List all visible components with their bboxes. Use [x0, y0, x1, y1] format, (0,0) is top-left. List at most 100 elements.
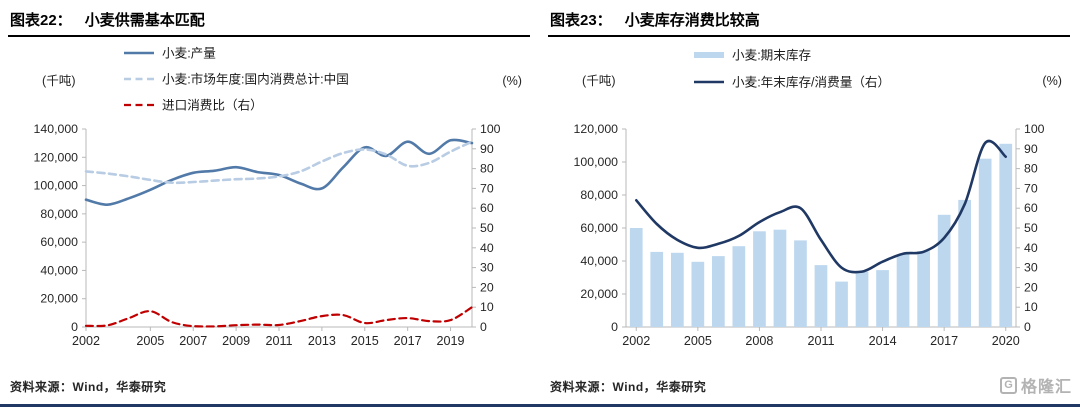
y-axis-left-label: 100,000 — [34, 179, 79, 193]
series-production — [84, 138, 474, 207]
y-axis-right-label: 80 — [1024, 162, 1038, 176]
y-axis-right-label: 10 — [1024, 300, 1038, 314]
left-axis-unit-label: (千吨) — [582, 74, 616, 88]
series-domestic-consumption — [84, 140, 474, 185]
bar — [896, 254, 910, 327]
bar — [978, 158, 992, 327]
y-axis-left-label: 40,000 — [580, 254, 618, 268]
y-axis-left-label: 40,000 — [40, 263, 78, 277]
y-axis-right-label: 100 — [480, 122, 501, 136]
y-axis-right-label: 100 — [1024, 122, 1045, 136]
x-axis-label: 2002 — [72, 334, 100, 348]
left-axis-unit-label: (千吨) — [42, 74, 76, 88]
x-axis-label: 2011 — [807, 334, 834, 348]
y-axis-left-label: 80,000 — [40, 207, 78, 221]
y-axis-left-label: 60,000 — [40, 235, 78, 249]
y-axis-right-label: 50 — [1024, 221, 1038, 235]
figure-number: 图表22： — [10, 12, 72, 29]
legend-label-import-consumption-ratio: 进口消费比（右） — [162, 99, 263, 113]
x-axis-label: 2017 — [930, 334, 958, 348]
source-note: 资料来源：Wind，华泰研究 — [550, 380, 707, 394]
x-axis-label: 2005 — [684, 334, 712, 348]
x-axis-label: 2007 — [179, 334, 207, 348]
y-axis-right-label: 70 — [480, 181, 494, 195]
x-axis-label: 2019 — [437, 334, 465, 348]
y-axis-left-label: 20,000 — [40, 292, 78, 306]
y-axis-right-label: 0 — [1024, 320, 1031, 334]
bar — [794, 240, 807, 327]
x-axis-label: 2011 — [265, 334, 292, 348]
y-axis-left-label: 60,000 — [580, 221, 618, 235]
bar — [753, 231, 766, 327]
legend-label-domestic-consumption: 小麦:市场年度:国内消费总计:中国 — [162, 72, 349, 87]
source-note: 资料来源：Wind，华泰研究 — [10, 380, 167, 394]
bar — [629, 228, 643, 327]
x-axis-label: 2015 — [351, 334, 379, 348]
y-axis-left-label: 0 — [71, 320, 78, 334]
x-axis-label: 2009 — [222, 334, 250, 348]
x-axis-label: 2013 — [308, 334, 336, 348]
gelonghui-logo-text: 格隆汇 — [1020, 379, 1072, 396]
gelonghui-logo-icon: G — [999, 376, 1017, 394]
y-axis-left-label: 140,000 — [34, 122, 79, 136]
legend-label-stock-consumption-ratio: 小麦:年末库存/消费量（右） — [732, 75, 890, 90]
bar — [999, 143, 1013, 327]
y-axis-right-label: 90 — [1024, 142, 1038, 156]
y-axis-right-label: 30 — [1024, 261, 1038, 275]
x-axis-label: 2017 — [394, 334, 422, 348]
bar — [876, 270, 889, 327]
y-axis-right-label: 60 — [480, 201, 494, 215]
y-axis-right-label: 30 — [480, 261, 494, 275]
y-axis-right-label: 20 — [480, 280, 494, 294]
x-axis-label: 2014 — [869, 334, 897, 348]
panel-wheat-supply-demand: 图表22： 小麦供需基本匹配 0 20,000 40,000 60,000 80,000 1… — [0, 8, 540, 407]
series-import-consumption-ratio — [84, 306, 474, 328]
series-stock-consumption-ratio — [635, 139, 1007, 274]
right-axis-unit-label: (%) — [1042, 74, 1062, 88]
bar — [712, 256, 725, 327]
bar — [773, 229, 787, 327]
figure-title: 小麦库存消费比较高 — [624, 12, 760, 29]
wheat-stocks-ratio-chart: 0 20,000 40,000 60,000 80,000 100,000 120,000 0… — [574, 48, 1062, 349]
right-axis-unit-label: (%) — [502, 74, 522, 88]
figure-header-right: 图表23： 小麦库存消费比较高 — [548, 8, 1070, 37]
y-axis-left-label: 20,000 — [580, 287, 618, 301]
axes — [82, 128, 476, 331]
bar — [671, 252, 684, 328]
bar — [732, 246, 746, 327]
y-axis-left-label: 120,000 — [34, 150, 79, 164]
figure-number: 图表23： — [550, 12, 612, 29]
wheat-supply-demand-chart: 0 20,000 40,000 60,000 80,000 100,000 120,000 1… — [34, 47, 522, 349]
x-axis-label: 2020 — [992, 334, 1020, 348]
gelonghui-watermark: G 格隆汇 — [999, 373, 1072, 397]
y-axis-right-label: 40 — [1024, 241, 1038, 255]
x-axis-label: 2008 — [745, 334, 773, 348]
y-axis-right-label: 60 — [1024, 201, 1038, 215]
y-axis-right-label: 50 — [480, 221, 494, 235]
y-axis-right-label: 70 — [1024, 181, 1038, 195]
y-axis-right-label: 40 — [480, 241, 494, 255]
figure-title: 小麦供需基本匹配 — [84, 12, 205, 29]
figure-header-left: 图表22： 小麦供需基本匹配 — [8, 8, 530, 37]
bar — [691, 261, 705, 327]
y-axis-right-label: 80 — [480, 162, 494, 176]
bar — [855, 271, 869, 327]
y-axis-left-label: 0 — [611, 320, 618, 334]
x-axis-label: 2005 — [136, 334, 164, 348]
y-axis-left-label: 120,000 — [574, 122, 619, 136]
bar — [814, 265, 828, 327]
legend-label-production: 小麦:产量 — [162, 47, 216, 61]
y-axis-left-label: 100,000 — [574, 155, 619, 169]
legend-label-ending-stocks: 小麦:期末库存 — [732, 48, 811, 63]
bar — [917, 251, 930, 327]
series-ending-stocks — [629, 143, 1013, 328]
y-axis-right-label: 0 — [480, 320, 487, 334]
x-axis-label: 2002 — [622, 334, 650, 348]
panel-wheat-stocks: 图表23： 小麦库存消费比较高 0 20,000 40,000 60,000 80,000… — [540, 0, 1080, 407]
bar — [835, 281, 848, 327]
y-axis-right-label: 20 — [1024, 280, 1038, 294]
y-axis-left-label: 80,000 — [580, 188, 618, 202]
